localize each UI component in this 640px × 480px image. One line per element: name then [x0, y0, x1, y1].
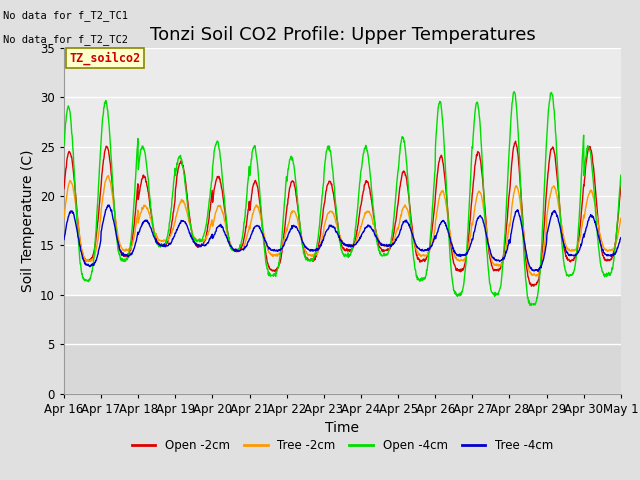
Legend: Open -2cm, Tree -2cm, Open -4cm, Tree -4cm: Open -2cm, Tree -2cm, Open -4cm, Tree -4… — [127, 434, 557, 457]
Text: No data for f_T2_TC1: No data for f_T2_TC1 — [3, 10, 128, 21]
Text: TZ_soilco2: TZ_soilco2 — [70, 51, 141, 65]
Y-axis label: Soil Temperature (C): Soil Temperature (C) — [20, 150, 35, 292]
X-axis label: Time: Time — [325, 421, 360, 435]
Title: Tonzi Soil CO2 Profile: Upper Temperatures: Tonzi Soil CO2 Profile: Upper Temperatur… — [150, 25, 535, 44]
Text: No data for f_T2_TC2: No data for f_T2_TC2 — [3, 34, 128, 45]
Bar — [64, 295, 621, 394]
